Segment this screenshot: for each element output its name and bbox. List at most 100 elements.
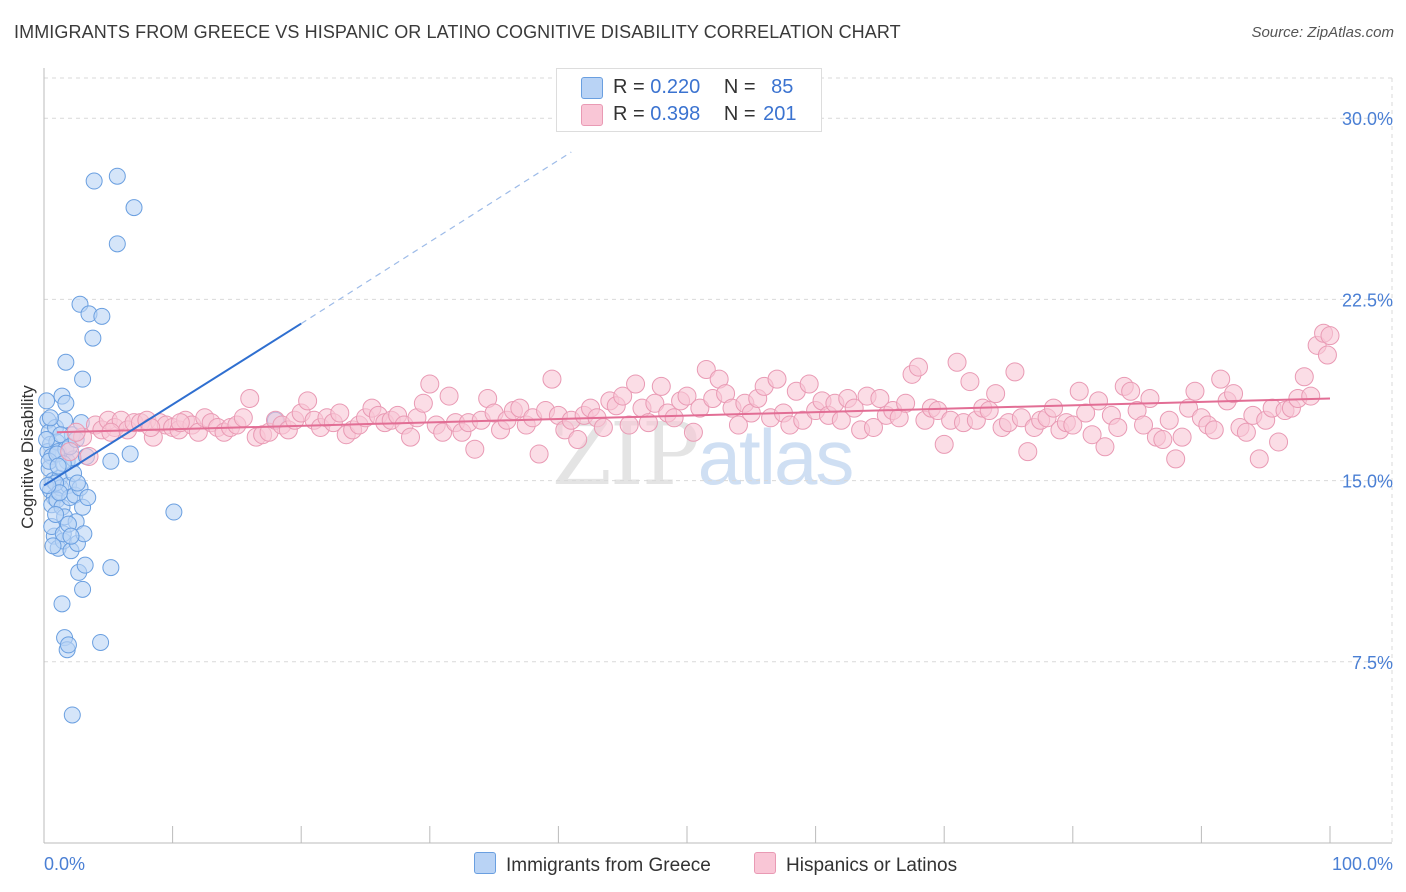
hispanic-point (626, 374, 646, 394)
chart-title: IMMIGRANTS FROM GREECE VS HISPANIC OR LA… (14, 22, 901, 42)
greece-point (49, 457, 67, 475)
y-tick-label: 22.5% (1342, 290, 1393, 310)
stats-legend: R = 0.220 N = 85 R = 0.398 N = 201 (556, 68, 822, 132)
greece-point (47, 505, 65, 523)
hispanic-point (677, 386, 697, 406)
hispanic-point (1236, 422, 1256, 442)
axes (43, 68, 1392, 844)
hispanic-point (638, 413, 658, 433)
greece-point (38, 431, 56, 449)
greece-r-value: 0.220 (650, 76, 701, 98)
hispanic-point (696, 359, 716, 379)
trend-lines (43, 151, 1331, 487)
hispanic-point (863, 417, 883, 437)
hispanic-point (979, 401, 999, 421)
hispanic-point (1204, 420, 1224, 440)
greece-point (41, 409, 59, 427)
greece-point (85, 172, 103, 190)
hispanic-point (896, 393, 916, 413)
hispanic-point (645, 393, 665, 413)
hispanic-point (844, 398, 864, 418)
hispanic-point (1317, 345, 1337, 365)
greece-point (57, 394, 75, 412)
hispanic-point (568, 430, 588, 450)
hispanic-point (767, 369, 787, 389)
hispanic-swatch (581, 104, 603, 126)
greece-stats: R = 0.220 N = 85 (613, 74, 793, 100)
greece-point (53, 595, 71, 613)
hispanic-point (413, 393, 433, 413)
hispanic-point (1134, 415, 1154, 435)
greece-legend-swatch (474, 852, 496, 874)
greece-legend-label: Immigrants from Greece (506, 855, 711, 876)
greece-point (38, 392, 56, 410)
greece-trend-extension (300, 151, 572, 325)
greece-point (108, 235, 126, 253)
hispanic-point (101, 422, 121, 442)
hispanic-point (619, 415, 639, 435)
hispanic-point (1224, 384, 1244, 404)
hispanic-point (1211, 369, 1231, 389)
hispanic-point (529, 444, 549, 464)
greece-point (74, 580, 92, 598)
greece-point (79, 489, 97, 507)
hispanic-point (1320, 326, 1340, 346)
hispanic-point (233, 408, 253, 428)
greece-point (68, 474, 86, 492)
greece-swatch (581, 77, 603, 99)
hispanic-point (1185, 381, 1205, 401)
hispanic-point (1044, 398, 1064, 418)
hispanic-point (330, 403, 350, 423)
hispanic-point (439, 386, 459, 406)
greece-trend-line (43, 322, 302, 487)
hispanic-point (1018, 442, 1038, 462)
hispanic-point (465, 439, 485, 459)
hispanic-point (986, 384, 1006, 404)
greece-point (108, 167, 126, 185)
greece-n-label: N = (723, 76, 756, 98)
tick-labels: 7.5% 15.0% 22.5% 30.0% 0.0% 100.0% Cognitive D… (18, 109, 1393, 874)
greece-point (44, 537, 62, 555)
source-label: Source: ZipAtlas.com (1251, 24, 1394, 41)
hispanic-point (542, 369, 562, 389)
greece-point (121, 445, 139, 463)
hispanic-point (433, 422, 453, 442)
x-tick-label: 100.0% (1332, 854, 1393, 874)
hispanic-n-label: N = (723, 103, 756, 125)
greece-point (102, 559, 120, 577)
hispanic-point (420, 374, 440, 394)
y-tick-label: 30.0% (1342, 109, 1393, 129)
grid-lines (44, 77, 1393, 843)
y-tick-label: 15.0% (1342, 472, 1393, 492)
hispanic-point (690, 398, 710, 418)
greece-point (76, 556, 94, 574)
hispanic-legend-swatch (754, 852, 776, 874)
hispanic-point (170, 413, 190, 433)
hispanic-point (947, 352, 967, 372)
hispanic-point (683, 422, 703, 442)
hispanic-point (401, 427, 421, 447)
hispanic-point (1095, 437, 1115, 457)
hispanic-point (1166, 449, 1186, 469)
greece-r-label: R = (613, 76, 645, 98)
hispanic-point (1011, 408, 1031, 428)
hispanic-point (613, 386, 633, 406)
hispanic-point (1121, 381, 1141, 401)
hispanic-point (664, 408, 684, 428)
greece-point (57, 353, 75, 371)
hispanic-r-label: R = (613, 103, 645, 125)
hispanic-point (651, 376, 671, 396)
hispanic-point (298, 391, 318, 411)
greece-point (125, 199, 143, 217)
hispanic-point (240, 388, 260, 408)
greece-point (74, 370, 92, 388)
hispanic-point (928, 401, 948, 421)
hispanic-r-value: 0.398 (650, 103, 701, 125)
hispanic-point (1179, 398, 1199, 418)
hispanic-point (1069, 381, 1089, 401)
greece-point (92, 633, 110, 651)
hispanic-trend-line (56, 397, 1331, 434)
hispanic-point (1301, 386, 1321, 406)
greece-point (62, 527, 80, 545)
hispanic-point (1140, 388, 1160, 408)
